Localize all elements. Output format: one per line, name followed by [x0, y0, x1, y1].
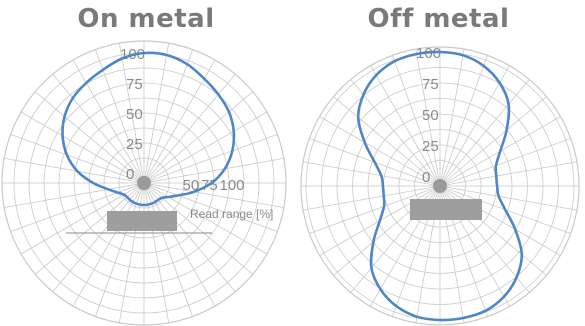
- radial-tick-label: 50: [126, 106, 143, 123]
- grid-spoke: [333, 96, 441, 187]
- grid-spoke: [143, 49, 193, 184]
- grid-spoke: [439, 161, 577, 187]
- grid-spoke: [439, 79, 530, 187]
- chart-title: On metal: [77, 4, 215, 34]
- grid-spoke: [309, 185, 441, 234]
- grid-spoke: [72, 182, 145, 307]
- grid-spoke: [143, 43, 170, 184]
- chart-off-metal: Off metal 0 25 50 75 100: [292, 0, 585, 326]
- grid-spoke: [143, 134, 278, 184]
- grid-spoke: [143, 182, 236, 293]
- grid-spoke: [303, 161, 441, 187]
- grid-spoke: [143, 157, 284, 184]
- grid-spoke: [392, 55, 441, 187]
- radial-tick-label: 0: [422, 169, 430, 186]
- grid-spoke: [143, 111, 268, 184]
- grid-spoke: [34, 91, 145, 184]
- grid-spoke: [319, 116, 441, 187]
- grid-spoke: [95, 49, 145, 184]
- radial-tick-label: 0: [126, 166, 134, 183]
- grid-spoke: [118, 182, 145, 323]
- grid-spoke: [303, 185, 441, 211]
- chart-on-metal: On metal 0 25 50 75 100 50 75 100 Read range [%]: [0, 0, 292, 326]
- grid-spoke: [439, 65, 510, 187]
- grid-spoke: [350, 79, 441, 187]
- side-tick-label: 100: [220, 177, 245, 194]
- grid-spoke: [4, 182, 145, 209]
- grid-spoke: [143, 91, 254, 184]
- grid-spoke: [143, 182, 278, 232]
- radial-tick-label: 25: [126, 136, 143, 153]
- grid-spoke: [72, 59, 145, 184]
- radial-tick-label: 75: [126, 76, 143, 93]
- grid-spoke: [34, 182, 145, 275]
- grid-spoke: [52, 73, 145, 184]
- grid-spoke: [439, 49, 465, 187]
- grid-spoke: [4, 157, 145, 184]
- grid-spoke: [370, 65, 441, 187]
- chart-title: Off metal: [367, 4, 510, 34]
- radial-axis-label: Read range [%]: [190, 207, 273, 221]
- grid-spoke: [439, 185, 577, 211]
- grid-spoke: [10, 134, 145, 184]
- grid-spoke: [143, 182, 193, 317]
- tag-antenna-block: [410, 199, 482, 220]
- grid-spoke: [439, 55, 488, 187]
- grid-spoke: [415, 49, 441, 187]
- center-marker: [433, 179, 447, 193]
- grid-spoke: [143, 182, 216, 307]
- grid-spoke: [143, 182, 170, 323]
- center-marker: [137, 176, 151, 190]
- grid-spoke: [439, 185, 561, 256]
- grid-spoke: [95, 182, 145, 317]
- grid-spoke: [439, 138, 571, 187]
- tag-antenna-block: [107, 211, 177, 231]
- read-range-curve: [356, 50, 524, 322]
- grid-spoke: [118, 43, 145, 184]
- grid-spoke: [20, 111, 145, 184]
- radial-tick-label: 75: [422, 76, 439, 93]
- grid-spoke: [143, 182, 268, 255]
- radial-tick-label: 25: [422, 138, 439, 155]
- radial-tick-label: 50: [422, 107, 439, 124]
- grid-spoke: [439, 96, 547, 187]
- grid-spoke: [52, 182, 145, 293]
- read-range-curve: [61, 51, 236, 207]
- grid-spoke: [10, 182, 145, 232]
- grid-spoke: [143, 182, 284, 209]
- side-tick-label: 50: [183, 177, 200, 194]
- grid-spoke: [143, 73, 236, 184]
- grid-spoke: [143, 59, 216, 184]
